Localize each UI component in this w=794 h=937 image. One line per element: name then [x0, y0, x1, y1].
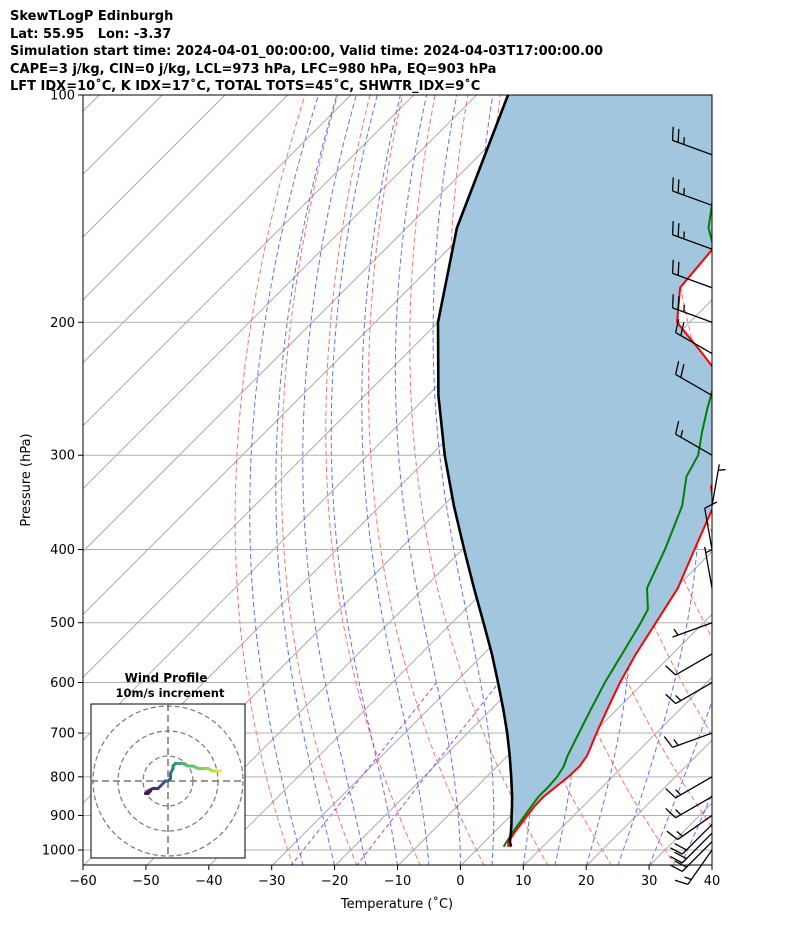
moist-adiabat-line [275, 95, 338, 865]
moist-adiabat-line [361, 95, 430, 865]
parcel-path-line [436, 95, 514, 848]
moist-adiabat-line [432, 95, 495, 865]
location-coordinates: Lat: 55.95 Lon: -3.37 [10, 26, 172, 42]
temperature-line [507, 248, 712, 847]
mixing-ratio-line [290, 682, 438, 865]
dewpoint-line [502, 197, 712, 848]
isotherm-line [712, 95, 794, 866]
isotherm-line [83, 95, 477, 490]
wind-barb [674, 361, 713, 397]
mixing-ratio-line [356, 682, 500, 865]
isotherm-line [83, 95, 415, 427]
mixing-ratio-lines [290, 682, 500, 865]
wind-barb [671, 221, 713, 250]
x-tick-label: −50 [132, 874, 159, 889]
x-tick-label: −40 [195, 874, 222, 889]
y-tick-label: 700 [50, 727, 75, 742]
x-tick-label: 0 [456, 874, 464, 889]
wind-barb [674, 420, 713, 456]
wind-profile-trace [144, 762, 222, 795]
y-tick-label: 100 [50, 89, 75, 104]
isotherm-line [83, 95, 226, 238]
wind-barb [671, 294, 713, 323]
isotherm-line [334, 487, 712, 865]
wind-barb [704, 501, 718, 550]
cape-shaded-area [438, 95, 712, 847]
isotherm-line [83, 95, 540, 553]
wind-barb [669, 832, 713, 864]
isotherm-line [83, 95, 100, 112]
dry-adiabat-line [280, 95, 358, 865]
moist-adiabat-line [330, 95, 398, 865]
x-tick-label: 20 [578, 874, 595, 889]
wind-profile-inset: Wind Profile 10m/s increment [90, 671, 246, 859]
dry-adiabat-line [728, 95, 794, 866]
dry-adiabat-line [761, 95, 794, 866]
wind-barb [663, 732, 713, 749]
x-axis-label: Temperature (˚C) [340, 896, 453, 912]
y-axis-ticks: 100 200 300 400 500 600 700 800 900 1000 [42, 89, 83, 859]
moist-adiabat-line [249, 95, 319, 865]
wind-barbs [663, 126, 726, 886]
cape-cin-levels: CAPE=3 j/kg, CIN=0 j/kg, LCL=973 hPa, LF… [10, 61, 497, 77]
moist-adiabat-line [680, 792, 712, 865]
wind-barb [671, 177, 713, 206]
wind-barb [711, 464, 726, 506]
wind-profile-subtitle: 10m/s increment [116, 686, 225, 700]
moist-adiabat-line [394, 95, 461, 865]
y-tick-label: 500 [50, 616, 75, 631]
simulation-times: Simulation start time: 2024-04-01_00:00:… [10, 44, 603, 59]
wind-barb [665, 776, 713, 799]
isotherm-line [523, 676, 712, 865]
y-tick-label: 900 [50, 809, 75, 824]
x-tick-label: 30 [641, 874, 658, 889]
y-tick-label: 800 [50, 770, 75, 785]
wind-profile-title: Wind Profile [125, 671, 208, 685]
y-tick-label: 300 [50, 449, 75, 464]
dry-adiabat-line [234, 95, 306, 865]
chart-title: SkewTLogP Edinburgh [10, 9, 174, 24]
moist-adiabat-line [617, 95, 700, 865]
dry-adiabat-line [368, 95, 485, 865]
wind-barb [671, 259, 713, 289]
x-tick-label: −60 [69, 874, 96, 889]
moist-adiabat-line [302, 95, 367, 865]
wind-barb [665, 653, 713, 676]
wind-barb [665, 681, 713, 705]
x-tick-label: −30 [258, 874, 285, 889]
y-tick-label: 400 [50, 543, 75, 558]
chart-header: SkewTLogP Edinburgh Lat: 55.95 Lon: -3.3… [10, 8, 603, 96]
y-tick-label: 1000 [42, 844, 75, 859]
isotherm-line [83, 95, 289, 301]
x-tick-label: 10 [515, 874, 532, 889]
wind-barb [671, 126, 713, 156]
wind-barb [704, 546, 713, 589]
y-tick-label: 600 [50, 676, 75, 691]
isotherm-line [83, 95, 352, 364]
stability-indices: LFT IDX=10˚C, K IDX=17˚C, TOTAL TOTS=45˚… [10, 79, 481, 94]
wind-barb [666, 814, 713, 841]
y-tick-label: 200 [50, 316, 75, 331]
wind-barb [674, 319, 713, 355]
x-tick-label: 40 [704, 874, 721, 889]
wind-barb [665, 796, 713, 819]
x-axis-ticks: −60 −50 −40 −30 −20 −10 0 10 20 30 40 [69, 865, 720, 889]
wind-barb [674, 849, 713, 886]
y-axis-label: Pressure (hPa) [19, 433, 34, 526]
wind-barb [669, 823, 713, 855]
wind-barb [669, 841, 713, 872]
moist-adiabat-line [711, 864, 712, 865]
x-tick-label: −20 [321, 874, 348, 889]
dry-adiabat-line [325, 95, 421, 865]
x-tick-label: −10 [384, 874, 411, 889]
wind-barb [672, 622, 713, 638]
